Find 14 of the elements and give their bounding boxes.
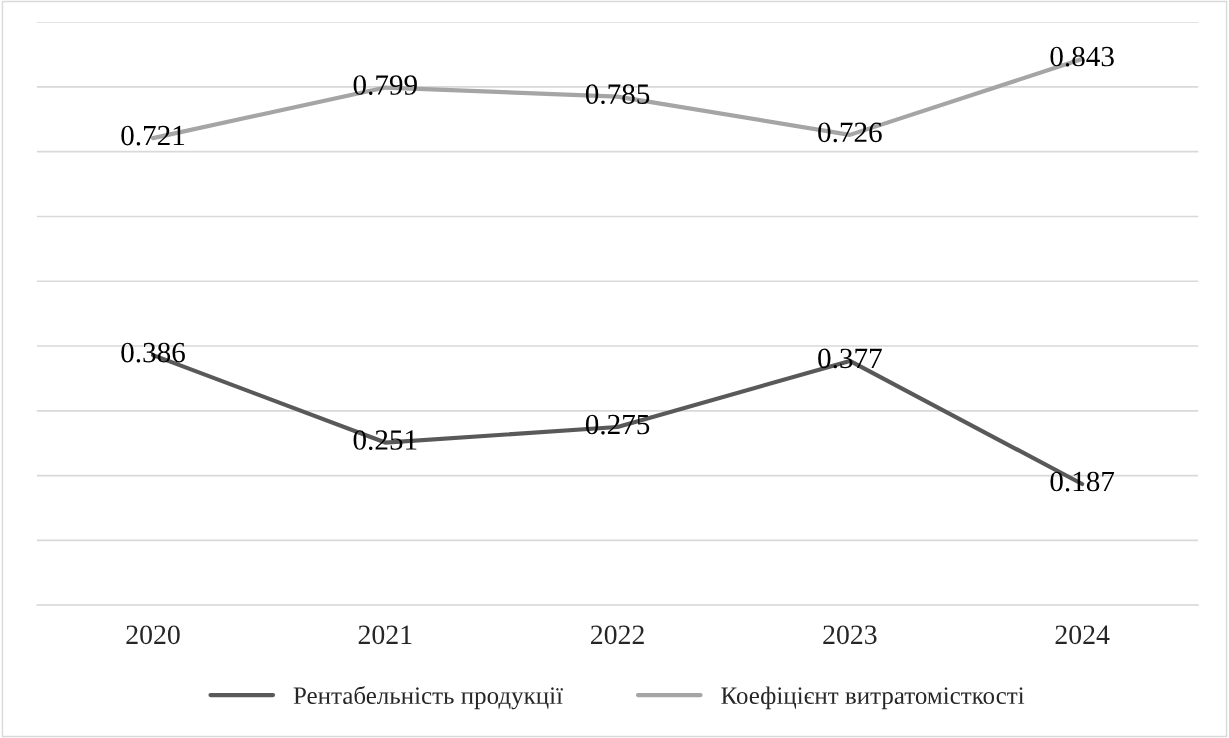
- data-label: 0.386: [121, 342, 185, 363]
- data-label: 0.799: [353, 75, 417, 95]
- x-tick-label: 2021: [358, 625, 412, 645]
- data-label: 0.843: [1050, 46, 1114, 67]
- data-label: 0.785: [585, 84, 650, 105]
- data-label: 0.377: [818, 348, 882, 369]
- data-label: 0.721: [121, 125, 185, 146]
- legend-label: Рентабельність продукції: [293, 685, 563, 710]
- x-tick-label: 2022: [591, 625, 644, 645]
- x-tick-label: 2024: [1055, 625, 1110, 645]
- x-tick-label: 2023: [823, 625, 877, 645]
- x-tick-label: 2020: [126, 625, 180, 645]
- data-label: 0.726: [818, 122, 882, 143]
- legend-label: Коефіцієнт витратомісткості: [721, 686, 1025, 710]
